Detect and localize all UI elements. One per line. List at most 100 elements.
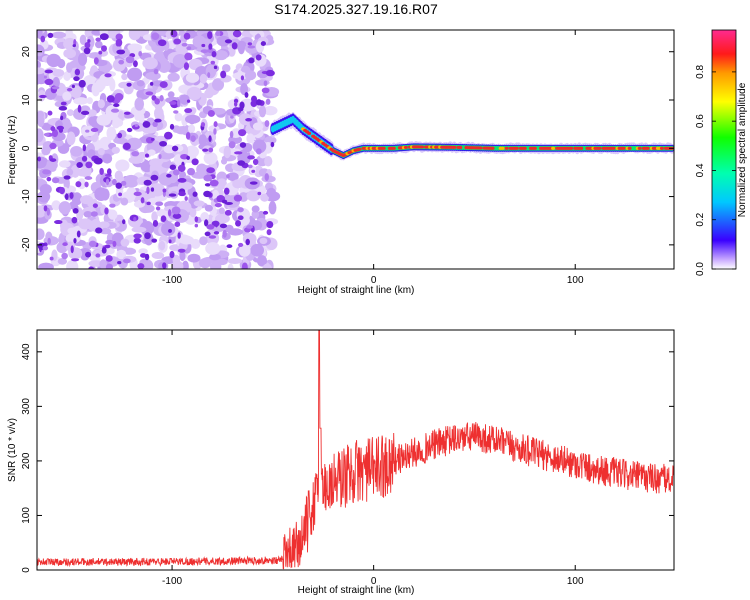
noise-blob bbox=[208, 235, 217, 239]
noise-blob bbox=[178, 191, 186, 197]
noise-blob bbox=[57, 258, 68, 265]
noise-blob bbox=[86, 97, 93, 105]
noise-blob bbox=[73, 76, 80, 82]
noise-blob bbox=[122, 142, 131, 151]
noise-blob bbox=[241, 262, 248, 269]
noise-blob bbox=[116, 49, 126, 55]
noise-blob bbox=[39, 184, 52, 195]
noise-blob bbox=[255, 148, 262, 155]
noise-blob bbox=[122, 219, 126, 225]
noise-blob bbox=[104, 244, 111, 249]
noise-blob bbox=[46, 176, 52, 182]
noise-blob bbox=[63, 48, 77, 59]
noise-blob bbox=[191, 158, 199, 166]
noise-blob bbox=[245, 238, 250, 246]
noise-blob bbox=[204, 219, 209, 227]
noise-blob bbox=[57, 58, 66, 69]
snr-xlabel: Height of straight line (km) bbox=[298, 585, 415, 596]
noise-blob bbox=[58, 127, 64, 133]
noise-blob bbox=[77, 104, 82, 113]
noise-blob bbox=[97, 148, 105, 156]
noise-blob bbox=[95, 253, 101, 258]
noise-blob bbox=[185, 132, 191, 140]
noise-blob bbox=[121, 73, 128, 81]
noise-blob bbox=[219, 223, 228, 229]
noise-blob bbox=[120, 180, 127, 186]
noise-blob bbox=[206, 167, 216, 174]
noise-blob bbox=[60, 101, 67, 106]
noise-blob bbox=[268, 201, 277, 215]
track-core bbox=[579, 146, 584, 150]
noise-blob bbox=[65, 233, 81, 244]
y-tick-label: 400 bbox=[21, 343, 32, 360]
noise-blob bbox=[126, 82, 132, 87]
y-tick-label: 20 bbox=[21, 46, 32, 58]
noise-blob bbox=[213, 231, 220, 235]
noise-blob bbox=[223, 187, 230, 195]
track-core bbox=[659, 146, 664, 150]
noise-blob bbox=[184, 114, 201, 124]
track-core bbox=[611, 146, 616, 150]
noise-blob bbox=[126, 127, 133, 133]
noise-blob bbox=[174, 112, 183, 122]
noise-blob bbox=[85, 129, 90, 133]
noise-blob bbox=[169, 101, 177, 105]
noise-blob bbox=[106, 126, 117, 141]
colorbar-label: Normalized spectral amplitude bbox=[737, 82, 748, 217]
noise-blob bbox=[63, 71, 71, 81]
noise-blob bbox=[123, 111, 131, 115]
noise-blob bbox=[246, 133, 255, 144]
noise-blob bbox=[186, 46, 192, 51]
noise-blob bbox=[208, 135, 212, 143]
noise-blob bbox=[220, 70, 227, 79]
noise-blob bbox=[208, 43, 213, 50]
noise-blob bbox=[207, 47, 214, 54]
noise-blob bbox=[245, 118, 252, 122]
noise-blob bbox=[246, 190, 261, 202]
noise-blob bbox=[152, 183, 159, 194]
noise-blob bbox=[71, 84, 75, 89]
noise-blob bbox=[237, 160, 246, 166]
noise-blob bbox=[238, 244, 251, 257]
noise-blob bbox=[231, 42, 238, 50]
noise-blob bbox=[174, 221, 181, 227]
noise-blob bbox=[142, 120, 151, 128]
noise-blob bbox=[224, 209, 232, 216]
noise-blob bbox=[167, 91, 175, 98]
noise-blob bbox=[62, 91, 72, 101]
noise-blob bbox=[101, 247, 107, 254]
noise-blob bbox=[162, 188, 167, 193]
noise-blob bbox=[85, 161, 93, 169]
noise-blob bbox=[202, 148, 209, 152]
y-tick-label: 10 bbox=[21, 94, 32, 106]
noise-blob bbox=[117, 132, 123, 139]
noise-blob bbox=[37, 67, 45, 75]
noise-blob bbox=[39, 94, 47, 99]
track-core bbox=[569, 146, 574, 150]
noise-blob bbox=[106, 95, 115, 103]
noise-blob bbox=[247, 155, 255, 160]
noise-blob bbox=[211, 51, 217, 58]
x-tick-label: 100 bbox=[567, 576, 584, 587]
noise-blob bbox=[127, 43, 143, 52]
noise-blob bbox=[211, 78, 225, 91]
noise-blob bbox=[118, 59, 125, 65]
noise-blob bbox=[72, 208, 79, 214]
track-core bbox=[500, 146, 505, 150]
noise-blob bbox=[46, 207, 51, 216]
noise-blob bbox=[145, 71, 161, 81]
noise-blob bbox=[223, 145, 231, 159]
noise-blob bbox=[259, 237, 268, 245]
noise-blob bbox=[113, 103, 120, 107]
track-core bbox=[381, 146, 386, 150]
track-core bbox=[391, 146, 396, 150]
noise-blob bbox=[47, 237, 51, 245]
noise-blob bbox=[93, 57, 99, 65]
noise-blob bbox=[179, 94, 190, 105]
noise-blob bbox=[204, 183, 211, 187]
noise-blob bbox=[255, 99, 262, 106]
noise-blob bbox=[51, 31, 67, 39]
noise-blob bbox=[270, 141, 275, 148]
noise-blob bbox=[83, 210, 93, 218]
noise-blob bbox=[214, 50, 228, 61]
